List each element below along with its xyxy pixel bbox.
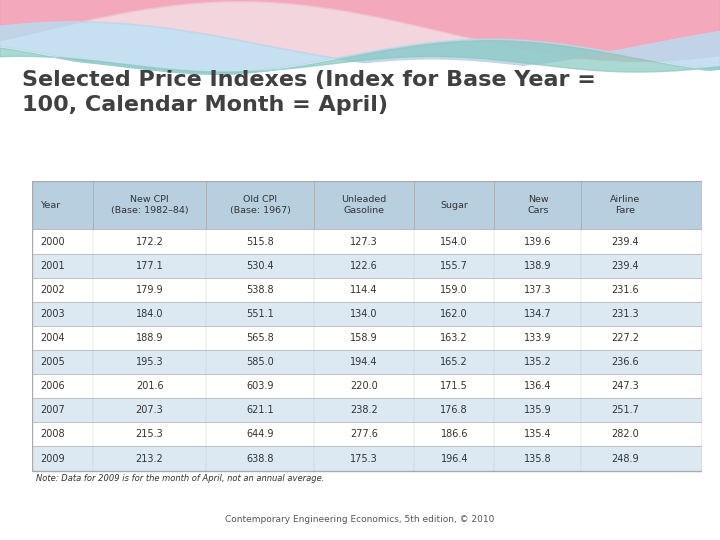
Text: 239.4: 239.4 — [611, 237, 639, 246]
Text: 159.0: 159.0 — [441, 285, 468, 295]
Text: 201.6: 201.6 — [136, 381, 163, 391]
Text: Year: Year — [40, 201, 60, 210]
Text: Sugar: Sugar — [441, 201, 468, 210]
Bar — [32, 326, 702, 350]
Text: 2006: 2006 — [40, 381, 65, 391]
Text: 251.7: 251.7 — [611, 406, 639, 415]
Text: 2009: 2009 — [40, 454, 65, 463]
Text: 139.6: 139.6 — [524, 237, 552, 246]
Bar — [32, 254, 702, 278]
Bar — [32, 399, 702, 422]
Text: 137.3: 137.3 — [524, 285, 552, 295]
Text: 2007: 2007 — [40, 406, 66, 415]
Bar — [32, 230, 702, 254]
Text: 135.9: 135.9 — [524, 406, 552, 415]
Text: 638.8: 638.8 — [246, 454, 274, 463]
Text: 122.6: 122.6 — [350, 261, 378, 271]
Text: 2000: 2000 — [40, 237, 65, 246]
Text: New CPI
(Base: 1982–84): New CPI (Base: 1982–84) — [111, 195, 189, 215]
Text: 158.9: 158.9 — [350, 333, 378, 343]
Bar — [32, 374, 702, 399]
Text: Selected Price Indexes (Index for Base Year =
100, Calendar Month = April): Selected Price Indexes (Index for Base Y… — [22, 70, 595, 115]
Text: 231.3: 231.3 — [611, 309, 639, 319]
Text: 2002: 2002 — [40, 285, 66, 295]
Text: 114.4: 114.4 — [350, 285, 377, 295]
Text: 585.0: 585.0 — [246, 357, 274, 367]
Bar — [32, 422, 702, 447]
Text: 136.4: 136.4 — [524, 381, 552, 391]
Text: 515.8: 515.8 — [246, 237, 274, 246]
Text: 277.6: 277.6 — [350, 429, 378, 440]
Text: 184.0: 184.0 — [136, 309, 163, 319]
Text: 138.9: 138.9 — [524, 261, 552, 271]
Text: 155.7: 155.7 — [441, 261, 468, 271]
Text: 538.8: 538.8 — [246, 285, 274, 295]
Text: Old CPI
(Base: 1967): Old CPI (Base: 1967) — [230, 195, 290, 215]
Text: 165.2: 165.2 — [441, 357, 468, 367]
Text: 621.1: 621.1 — [246, 406, 274, 415]
Bar — [32, 181, 702, 230]
Text: 231.6: 231.6 — [611, 285, 639, 295]
Text: 603.9: 603.9 — [246, 381, 274, 391]
Text: 175.3: 175.3 — [350, 454, 378, 463]
Text: 2001: 2001 — [40, 261, 65, 271]
Text: 177.1: 177.1 — [135, 261, 163, 271]
Bar — [32, 278, 702, 302]
Text: 644.9: 644.9 — [246, 429, 274, 440]
Text: 239.4: 239.4 — [611, 261, 639, 271]
Text: 179.9: 179.9 — [136, 285, 163, 295]
Text: 213.2: 213.2 — [135, 454, 163, 463]
Text: 565.8: 565.8 — [246, 333, 274, 343]
Bar — [32, 447, 702, 470]
Text: 248.9: 248.9 — [611, 454, 639, 463]
Text: 134.0: 134.0 — [350, 309, 377, 319]
Text: 2005: 2005 — [40, 357, 66, 367]
Bar — [32, 302, 702, 326]
Text: 207.3: 207.3 — [135, 406, 163, 415]
Bar — [32, 350, 702, 374]
Text: 135.4: 135.4 — [524, 429, 552, 440]
Text: 154.0: 154.0 — [441, 237, 468, 246]
Text: Unleaded
Gasoline: Unleaded Gasoline — [341, 195, 387, 215]
Text: 530.4: 530.4 — [246, 261, 274, 271]
Text: 196.4: 196.4 — [441, 454, 468, 463]
Text: 2003: 2003 — [40, 309, 65, 319]
Text: 2008: 2008 — [40, 429, 65, 440]
Text: 236.6: 236.6 — [611, 357, 639, 367]
Text: 227.2: 227.2 — [611, 333, 639, 343]
Text: 133.9: 133.9 — [524, 333, 552, 343]
Text: 135.8: 135.8 — [524, 454, 552, 463]
Text: 188.9: 188.9 — [136, 333, 163, 343]
Text: 195.3: 195.3 — [136, 357, 163, 367]
Text: 135.2: 135.2 — [524, 357, 552, 367]
Text: 186.6: 186.6 — [441, 429, 468, 440]
Text: 162.0: 162.0 — [441, 309, 468, 319]
Text: 171.5: 171.5 — [441, 381, 468, 391]
Text: 220.0: 220.0 — [350, 381, 378, 391]
Text: 176.8: 176.8 — [441, 406, 468, 415]
Text: 551.1: 551.1 — [246, 309, 274, 319]
Text: 172.2: 172.2 — [135, 237, 163, 246]
Text: 215.3: 215.3 — [135, 429, 163, 440]
Text: Airline
Fare: Airline Fare — [610, 195, 640, 215]
Text: 134.7: 134.7 — [524, 309, 552, 319]
Text: 194.4: 194.4 — [350, 357, 377, 367]
Text: 247.3: 247.3 — [611, 381, 639, 391]
Text: 163.2: 163.2 — [441, 333, 468, 343]
Text: New
Cars: New Cars — [527, 195, 549, 215]
Text: 2004: 2004 — [40, 333, 65, 343]
Text: Note: Data for 2009 is for the month of April, not an annual average.: Note: Data for 2009 is for the month of … — [36, 474, 324, 483]
Text: 127.3: 127.3 — [350, 237, 378, 246]
Text: 282.0: 282.0 — [611, 429, 639, 440]
Text: Contemporary Engineering Economics, 5th edition, © 2010: Contemporary Engineering Economics, 5th … — [225, 515, 495, 524]
Text: 238.2: 238.2 — [350, 406, 378, 415]
